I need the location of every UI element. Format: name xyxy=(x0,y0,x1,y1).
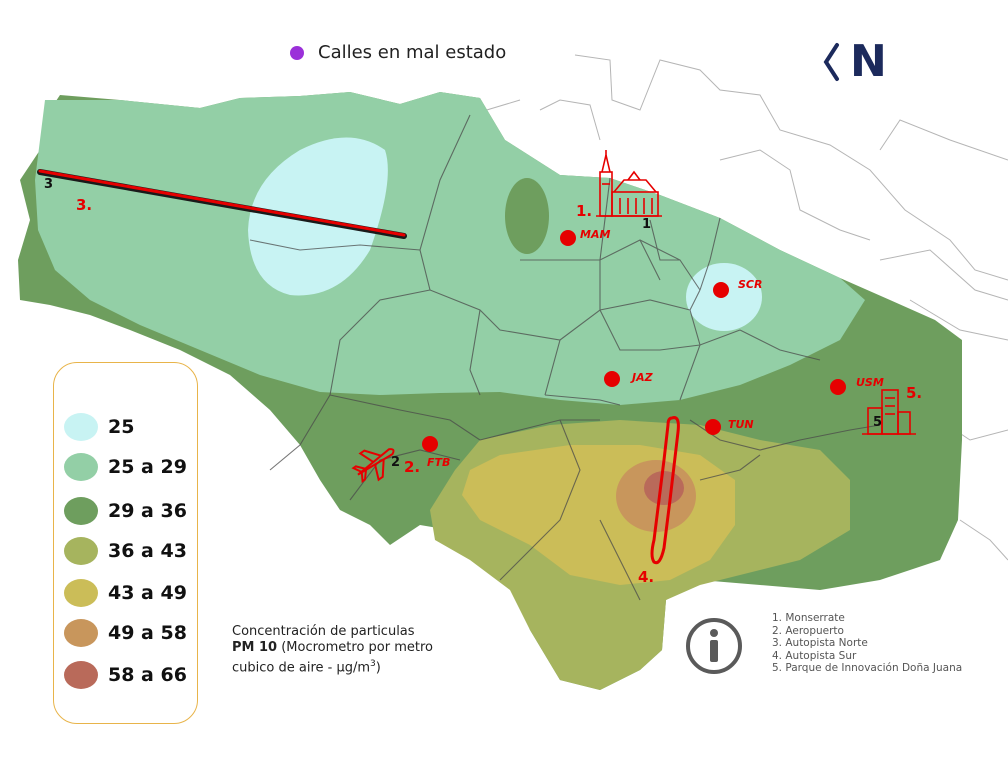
station-mam[interactable]: MAM xyxy=(560,228,610,246)
north-indicator: N xyxy=(822,40,887,84)
reference-item: 3. Autopista Norte xyxy=(772,637,868,649)
icon-number-2: 2 xyxy=(391,455,400,470)
site-number-3: 3. xyxy=(76,196,92,214)
zone-25-29 xyxy=(35,92,865,405)
reference-item: 5. Parque de Innovación Doña Juana xyxy=(772,662,963,674)
legend-item: 36 a 43 xyxy=(64,537,187,565)
legend-swatch xyxy=(64,497,98,525)
legend-swatch xyxy=(64,661,98,689)
svg-text:USM: USM xyxy=(856,376,884,389)
icon-number-5: 5 xyxy=(873,415,882,430)
reference-item: 1. Monserrate xyxy=(772,612,845,624)
legend-item: 58 a 66 xyxy=(64,661,187,689)
legend-label: 49 a 58 xyxy=(108,622,187,644)
svg-text:MAM: MAM xyxy=(580,228,610,241)
svg-text:FTB: FTB xyxy=(427,456,450,469)
station-tun[interactable]: TUN xyxy=(705,418,754,435)
legend-label: 29 a 36 xyxy=(108,500,187,522)
station-ftb[interactable]: FTB xyxy=(422,436,450,469)
zone-25 xyxy=(248,137,388,296)
district-boundaries xyxy=(469,54,1008,561)
caption-close: ) xyxy=(375,660,381,676)
top-legend: Calles en mal estado xyxy=(290,42,506,63)
north-letter: N xyxy=(850,36,887,87)
reference-item: 4. Autopista Sur xyxy=(772,649,857,662)
airplane-icon xyxy=(351,448,395,483)
info-icon[interactable] xyxy=(684,616,744,676)
chevron-left-icon xyxy=(823,43,839,81)
zone-58-66 xyxy=(644,471,684,505)
caption-bold: PM 10 xyxy=(232,640,278,655)
station-usm[interactable]: USM xyxy=(830,376,884,395)
reference-list: 1. Monserrate 2. Aeropuerto 3. Autopista… xyxy=(772,612,962,675)
caption-sup: 3 xyxy=(370,659,376,669)
caption-line1: Concentración de particulas xyxy=(232,624,415,639)
zone-29-36-patch xyxy=(505,178,549,254)
svg-text:TUN: TUN xyxy=(728,418,754,431)
map-caption: Concentración de particulas PM 10 (Mocro… xyxy=(232,624,472,676)
pm10-legend: 25 25 a 29 29 a 36 36 a 43 43 a 49 49 a … xyxy=(53,362,198,724)
highway-autopista-norte-red xyxy=(38,169,406,237)
highway-autopista-sur xyxy=(650,416,680,565)
legend-swatch xyxy=(64,537,98,565)
buildings-icon xyxy=(862,389,916,435)
site-number-5: 5. xyxy=(906,384,922,402)
icon-number-1: 1 xyxy=(642,217,651,232)
site-number-4: 4. xyxy=(638,568,654,586)
station-scr[interactable]: SCR xyxy=(713,278,762,298)
top-legend-label: Calles en mal estado xyxy=(318,42,507,63)
caption-line2: (Mocrometro por metro cubico de aire - µ… xyxy=(232,640,433,676)
legend-item: 25 a 29 xyxy=(64,453,187,481)
legend-swatch xyxy=(64,579,98,607)
station-jaz[interactable]: JAZ xyxy=(604,371,654,387)
purple-dot-icon xyxy=(290,45,304,60)
legend-item: 25 xyxy=(64,413,134,441)
legend-swatch xyxy=(64,453,98,481)
legend-label: 25 xyxy=(108,416,135,438)
legend-label: 25 a 29 xyxy=(108,456,187,478)
legend-label: 36 a 43 xyxy=(108,540,187,562)
legend-label: 58 a 66 xyxy=(108,664,187,686)
svg-text:SCR: SCR xyxy=(738,278,762,291)
icon-number-3: 3 xyxy=(44,177,53,192)
legend-label: 43 a 49 xyxy=(108,582,187,604)
legend-item: 49 a 58 xyxy=(64,619,187,647)
legend-swatch xyxy=(64,619,98,647)
legend-item: 43 a 49 xyxy=(64,579,187,607)
legend-swatch xyxy=(64,413,98,441)
site-number-2: 2. xyxy=(404,458,420,476)
site-number-1: 1. xyxy=(576,202,592,220)
church-icon xyxy=(596,150,662,217)
legend-item: 29 a 36 xyxy=(64,497,187,525)
svg-text:JAZ: JAZ xyxy=(630,371,654,384)
reference-item: 2. Aeropuerto xyxy=(772,624,844,637)
